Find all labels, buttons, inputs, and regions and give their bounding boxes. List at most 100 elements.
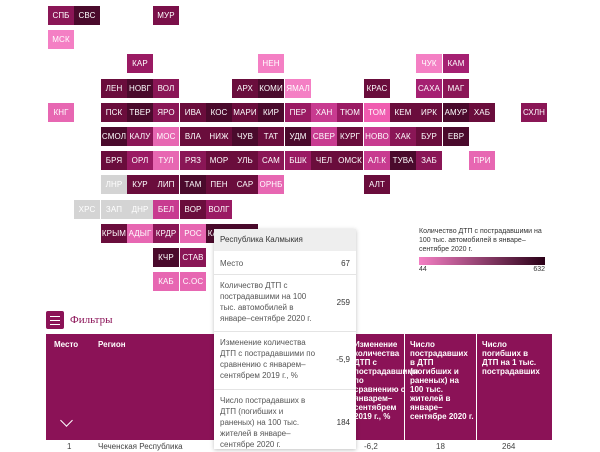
region-tile-69[interactable]: АЛТ [364,175,390,194]
region-tile-67[interactable]: САР [232,175,258,194]
region-tile-6[interactable]: ЧУК [416,54,442,73]
region-tile-32[interactable]: ХАБ [469,103,495,122]
region-tile-76[interactable]: КРЫМ [101,224,127,243]
region-tile-23[interactable]: МАРИ [232,103,258,122]
region-tile-0[interactable]: СПБ [48,6,74,25]
region-tile-79[interactable]: РОС [180,224,206,243]
region-tile-37[interactable]: ВЛА [180,127,206,146]
region-tile-83[interactable]: СТАВ [180,248,206,267]
region-tile-40[interactable]: ТАТ [258,127,284,146]
region-tile-58[interactable]: АЛ.К [364,151,390,170]
legend-title: Количество ДТП с пострадавшими на 100 ты… [419,228,542,253]
filters-toggle[interactable]: Фильтры [46,310,113,330]
region-tile-5[interactable]: НЕН [258,54,284,73]
chevron-down-icon[interactable] [60,414,73,427]
region-tile-85[interactable]: С.ОС [180,272,206,291]
region-tile-4[interactable]: КАР [127,54,153,73]
region-tile-20[interactable]: ЯРО [153,103,179,122]
region-tile-14[interactable]: КРАС [364,79,390,98]
region-tile-15[interactable]: САХА [416,79,442,98]
region-tile-9[interactable]: НОВГ [127,79,153,98]
region-tile-18[interactable]: ПСК [101,103,127,122]
region-tile-10[interactable]: ВОЛ [153,79,179,98]
region-tile-24[interactable]: КИР [258,103,284,122]
region-tile-52[interactable]: МОР [206,151,232,170]
column-header-deaths[interactable]: Число погибших в ДТП на 1 тыс. пострадав… [482,340,540,376]
region-tile-62[interactable]: ЛНР [101,175,127,194]
region-tile-78[interactable]: КРДР [153,224,179,243]
region-tile-66[interactable]: ПЕН [206,175,232,194]
tooltip-divider [214,274,356,275]
tooltip-key: Изменение количества ДТП с пострадавшими… [220,338,316,380]
region-tile-21[interactable]: ИВА [180,103,206,122]
region-tile-47[interactable]: ЕВР [443,127,469,146]
region-tile-65[interactable]: ТАМ [180,175,206,194]
region-tile-63[interactable]: КУР [127,175,153,194]
region-tile-82[interactable]: КЧР [153,248,179,267]
region-tile-31[interactable]: АМУР [443,103,469,122]
region-tile-64[interactable]: ЛИП [153,175,179,194]
region-tile-36[interactable]: МОС [153,127,179,146]
region-tile-33[interactable]: СХЛН [521,103,547,122]
region-tile-29[interactable]: КЕМ [390,103,416,122]
region-tile-26[interactable]: ХАН [311,103,337,122]
region-tile-17[interactable]: КНГ [48,103,74,122]
region-tile-7[interactable]: КАМ [443,54,469,73]
region-tile-11[interactable]: АРХ [232,79,258,98]
region-tile-map: СПБ СВС МУР МСК КАР НЕН ЧУК КАМ ЛЕН НОВГ ВОЛ АРХ КОМ… [48,6,547,291]
region-tile-45[interactable]: ХАК [390,127,416,146]
column-header-rank[interactable]: Место [54,340,79,349]
region-tile-35[interactable]: КАЛУ [127,127,153,146]
region-tile-48[interactable]: БРЯ [101,151,127,170]
region-tile-44[interactable]: НОВО [364,127,390,146]
table-row[interactable]: 1 Чеченская Республика -6,2 18 264 [46,440,552,452]
region-tile-74[interactable]: ВОР [180,200,206,219]
region-tile-13[interactable]: ЯМАЛ [285,79,311,98]
region-tile-42[interactable]: СВЕР [311,127,337,146]
region-tile-71[interactable]: ЗАП [101,200,127,219]
tooltip-key: Место [220,259,244,268]
column-header-change[interactable]: Изменение количества ДТП с пострадавшими… [354,340,419,421]
region-tile-28[interactable]: ТОМ [364,103,390,122]
region-tile-57[interactable]: ОМСК [337,151,363,170]
region-tile-61[interactable]: ПРИ [469,151,495,170]
region-tile-22[interactable]: КОС [206,103,232,122]
region-tile-49[interactable]: ОРЛ [127,151,153,170]
region-tile-41[interactable]: УДМ [285,127,311,146]
region-tile-3[interactable]: МСК [48,30,74,49]
region-tile-68[interactable]: ОРНБ [258,175,284,194]
region-tile-55[interactable]: БШК [285,151,311,170]
region-tile-75[interactable]: ВОЛГ [206,200,232,219]
region-tile-25[interactable]: ПЕР [285,103,311,122]
region-tile-60[interactable]: ЗАБ [416,151,442,170]
region-tile-59[interactable]: ТУВА [390,151,416,170]
region-tile-1[interactable]: СВС [74,6,100,25]
region-tile-12[interactable]: КОМИ [258,79,284,98]
region-tile-16[interactable]: МАГ [443,79,469,98]
region-tile-77[interactable]: АДЫГ [127,224,153,243]
region-tile-53[interactable]: УЛЬ [232,151,258,170]
region-tile-39[interactable]: ЧУВ [232,127,258,146]
region-tile-51[interactable]: РЯЗ [180,151,206,170]
region-tile-72[interactable]: ДНР [127,200,153,219]
region-tile-8[interactable]: ЛЕН [101,79,127,98]
region-tile-30[interactable]: ИРК [416,103,442,122]
region-tile-19[interactable]: ТВЕР [127,103,153,122]
region-tile-38[interactable]: НИЖ [206,127,232,146]
region-tile-46[interactable]: БУР [416,127,442,146]
region-tile-34[interactable]: СМОЛ [101,127,127,146]
region-tile-73[interactable]: БЕЛ [153,200,179,219]
region-tile-54[interactable]: САМ [258,151,284,170]
region-tile-27[interactable]: ТЮМ [337,103,363,122]
region-tile-50[interactable]: ТУЛ [153,151,179,170]
region-tile-70[interactable]: ХРС [74,200,100,219]
column-header-region[interactable]: Регион [98,340,126,349]
cell-rank: 1 [67,442,72,451]
cell-region: Чеченская Республика [98,442,183,451]
column-header-victims[interactable]: Число пострадавших в ДТП (погибших и ран… [410,340,474,421]
region-tile-43[interactable]: КУРГ [337,127,363,146]
region-tile-56[interactable]: ЧЕЛ [311,151,337,170]
region-tile-2[interactable]: МУР [153,6,179,25]
region-tile-84[interactable]: КАБ [153,272,179,291]
color-legend: Количество ДТП с пострадавшими на 100 ты… [419,227,545,275]
